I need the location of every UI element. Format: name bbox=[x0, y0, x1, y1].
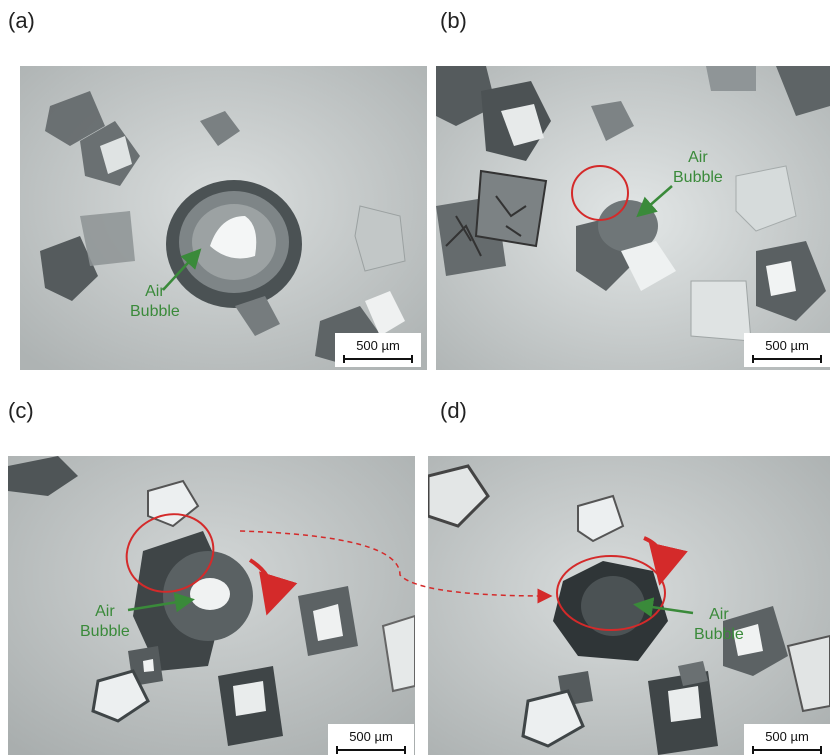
panel-c-image bbox=[8, 456, 415, 755]
panel-a-air-bubble-label: Air Bubble bbox=[130, 282, 180, 322]
panel-c-scale-bar: 500 µm bbox=[328, 724, 414, 755]
panel-d-air-bubble-label: Air Bubble bbox=[694, 605, 744, 645]
panel-d-label: (d) bbox=[440, 398, 467, 423]
panel-b-image bbox=[436, 66, 830, 370]
panel-d-scale-bar: 500 µm bbox=[744, 724, 830, 755]
panel-b-scale-line bbox=[752, 355, 822, 363]
panel-c-air-bubble-label: Air Bubble bbox=[80, 602, 130, 642]
panel-b-scale-bar: 500 µm bbox=[744, 333, 830, 367]
panel-c-micrograph bbox=[8, 456, 415, 755]
panel-b-air-bubble-text: Air Bubble bbox=[673, 149, 723, 186]
panel-d-image bbox=[428, 456, 830, 755]
panel-a-air-bubble-text: Air Bubble bbox=[130, 283, 180, 320]
panel-a-scale-line bbox=[343, 355, 413, 363]
panel-c-label: (c) bbox=[8, 398, 34, 423]
panel-a-scale-bar: 500 µm bbox=[335, 333, 421, 367]
panel-c-air-bubble-text: Air Bubble bbox=[80, 603, 130, 640]
panel-c-scale-line bbox=[336, 746, 406, 754]
panel-a-scale-text: 500 µm bbox=[356, 338, 400, 353]
panel-b-scale-text: 500 µm bbox=[765, 338, 809, 353]
panel-b-air-bubble-label: Air Bubble bbox=[673, 148, 723, 188]
panel-d-air-bubble-text: Air Bubble bbox=[694, 606, 744, 643]
panel-c-scale-text: 500 µm bbox=[349, 729, 393, 744]
panel-a-image bbox=[20, 66, 427, 370]
panel-d-scale-text: 500 µm bbox=[765, 729, 809, 744]
panel-b-micrograph bbox=[436, 66, 830, 370]
panel-b-label: (b) bbox=[440, 8, 467, 33]
panel-a-micrograph bbox=[20, 66, 427, 370]
panel-d-scale-line bbox=[752, 746, 822, 754]
panel-d-micrograph bbox=[428, 456, 830, 755]
panel-a-label: (a) bbox=[8, 8, 35, 33]
